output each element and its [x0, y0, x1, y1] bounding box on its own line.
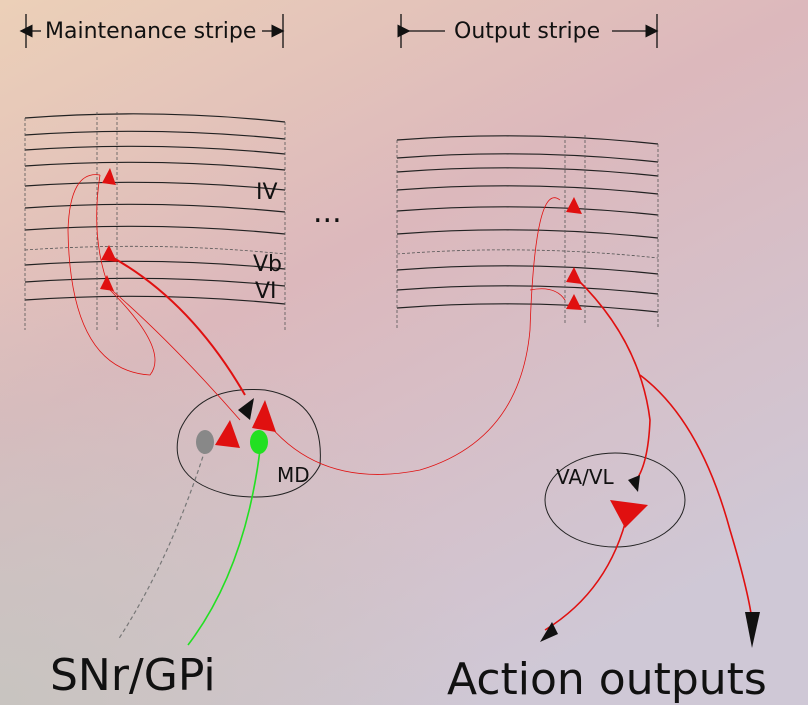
output-label: Output stripe	[454, 19, 600, 44]
layer-vi: VI	[255, 279, 277, 304]
layer-iv: IV	[256, 180, 278, 205]
vavl-label: VA/VL	[556, 465, 615, 489]
snr-label: SNr/GPi	[50, 650, 216, 701]
page: {"header":{"maintenance":"Maintenance st…	[0, 0, 808, 705]
layer-vb: Vb	[253, 252, 282, 277]
action-label: Action outputs	[447, 654, 767, 705]
ellipsis: ...	[313, 195, 342, 230]
md-label: MD	[277, 463, 310, 487]
maintenance-label: Maintenance stripe	[45, 19, 256, 44]
diagram: Maintenance stripe Output stripe IV Vb V…	[0, 0, 808, 705]
background-shade	[0, 0, 808, 705]
